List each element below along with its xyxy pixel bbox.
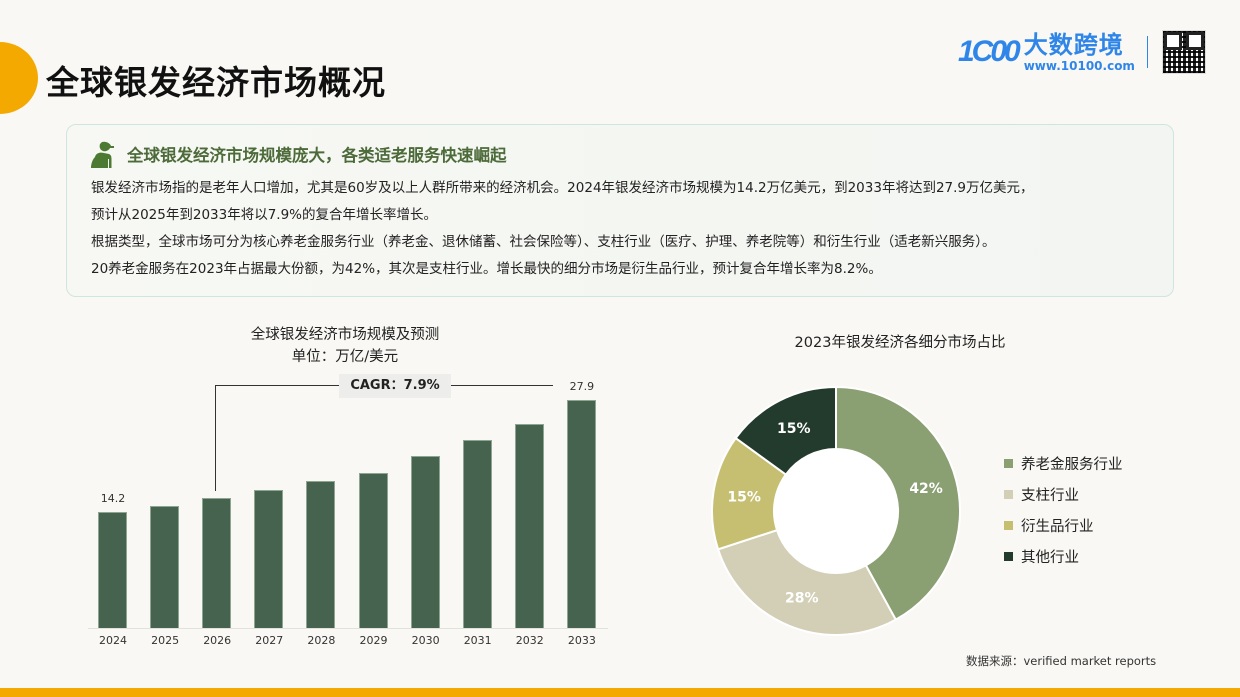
x-tick-label: 2026 <box>203 634 232 647</box>
legend-label: 其他行业 <box>1021 550 1079 566</box>
bar-2025 <box>150 506 180 628</box>
summary-line: 20养老金服务在2023年占据最大份额，为42%，其次是支柱行业。增长最快的细分… <box>91 261 882 277</box>
x-tick-label: 2031 <box>463 634 492 647</box>
summary-body: 银发经济市场指的是老年人口增加，尤其是60岁及以上人群所带来的经济机会。2024… <box>91 175 1163 283</box>
x-tick-label: 2032 <box>515 634 544 647</box>
x-tick-label: 2029 <box>359 634 388 647</box>
legend-item: 养老金服务行业 <box>1004 448 1123 479</box>
logo-mark-icon: 1C00 <box>958 35 1021 68</box>
bar-2024 <box>98 511 127 628</box>
bar-value-label: 27.9 <box>569 380 595 394</box>
legend-label: 支柱行业 <box>1021 488 1079 504</box>
bar-2032 <box>514 423 544 628</box>
x-tick-label: 2025 <box>151 634 180 647</box>
legend-item: 支柱行业 <box>1004 479 1123 510</box>
elderly-person-icon <box>91 141 114 168</box>
summary-line: 银发经济市场指的是老年人口增加，尤其是60岁及以上人群所带来的经济机会。2024… <box>91 180 1034 196</box>
logo-divider <box>1146 36 1148 68</box>
bar-2029 <box>358 472 388 628</box>
cagr-label: CAGR：7.9% <box>339 374 451 398</box>
legend-label: 衍生品行业 <box>1021 519 1094 535</box>
legend-swatch <box>1004 521 1013 530</box>
brand-logo[interactable]: 1C00 大数跨境 www.10100.com <box>958 30 1206 74</box>
slice-label: 28% <box>785 590 819 606</box>
logo-url: www.10100.com <box>1023 59 1135 73</box>
bar-chart-title-text: 全球银发经济市场规模及预测 <box>250 327 440 343</box>
x-axis <box>88 628 608 629</box>
x-tick-label: 2030 <box>411 634 440 647</box>
bottom-accent-bar <box>0 688 1240 697</box>
summary-panel: 全球银发经济市场规模庞大，各类适老服务快速崛起 银发经济市场指的是老年人口增加，… <box>66 124 1174 297</box>
donut-chart: 42% 28% 15% 15% <box>711 386 961 636</box>
legend-swatch <box>1004 490 1013 499</box>
x-tick-label: 2033 <box>567 634 596 647</box>
bar-chart-unit: 单位：万亿/美元 <box>291 349 399 365</box>
qr-code-icon <box>1161 30 1206 74</box>
pie-legend: 养老金服务行业 支柱行业 衍生品行业 其他行业 <box>1004 448 1123 572</box>
bar-2027 <box>254 489 284 628</box>
cagr-bracket-line <box>215 385 216 491</box>
slice-label: 42% <box>909 481 943 497</box>
logo-name: 大数跨境 <box>1023 31 1124 59</box>
summary-title: 全球银发经济市场规模庞大，各类适老服务快速崛起 <box>127 146 507 165</box>
x-tick-label: 2028 <box>307 634 336 647</box>
bar-chart-title: 全球银发经济市场规模及预测 单位：万亿/美元 <box>200 324 490 368</box>
bar-chart: 2024 14.2 2025 2026 2027 2028 2029 2030 2031 2032… <box>88 380 608 655</box>
pie-chart-title: 2023年银发经济各细分市场占比 <box>794 335 1006 351</box>
slice-label: 15% <box>777 421 811 437</box>
legend-item: 其他行业 <box>1004 541 1123 572</box>
bar-2031 <box>462 440 492 628</box>
page-title: 全球银发经济市场概况 <box>46 63 386 102</box>
legend-item: 衍生品行业 <box>1004 510 1123 541</box>
bar-2033 <box>566 400 596 628</box>
bar-2028 <box>306 480 336 628</box>
summary-line: 根据类型，全球市场可分为核心养老金服务行业（养老金、退休储蓄、社会保险等）、支柱… <box>91 234 996 250</box>
x-tick-label: 2027 <box>255 634 284 647</box>
bar-value-label: 14.2 <box>100 491 126 505</box>
bar-2026 <box>202 498 232 628</box>
bar-2030 <box>410 456 440 628</box>
legend-swatch <box>1004 459 1013 468</box>
accent-circle <box>0 42 38 114</box>
slice-label: 15% <box>727 489 761 505</box>
summary-line: 预计从2025年到2033年将以7.9%的复合年增长率增长。 <box>91 207 438 223</box>
data-source: 数据来源：verified market reports <box>966 654 1157 668</box>
legend-label: 养老金服务行业 <box>1021 457 1123 473</box>
legend-swatch <box>1004 552 1013 561</box>
x-tick-label: 2024 <box>99 634 127 647</box>
